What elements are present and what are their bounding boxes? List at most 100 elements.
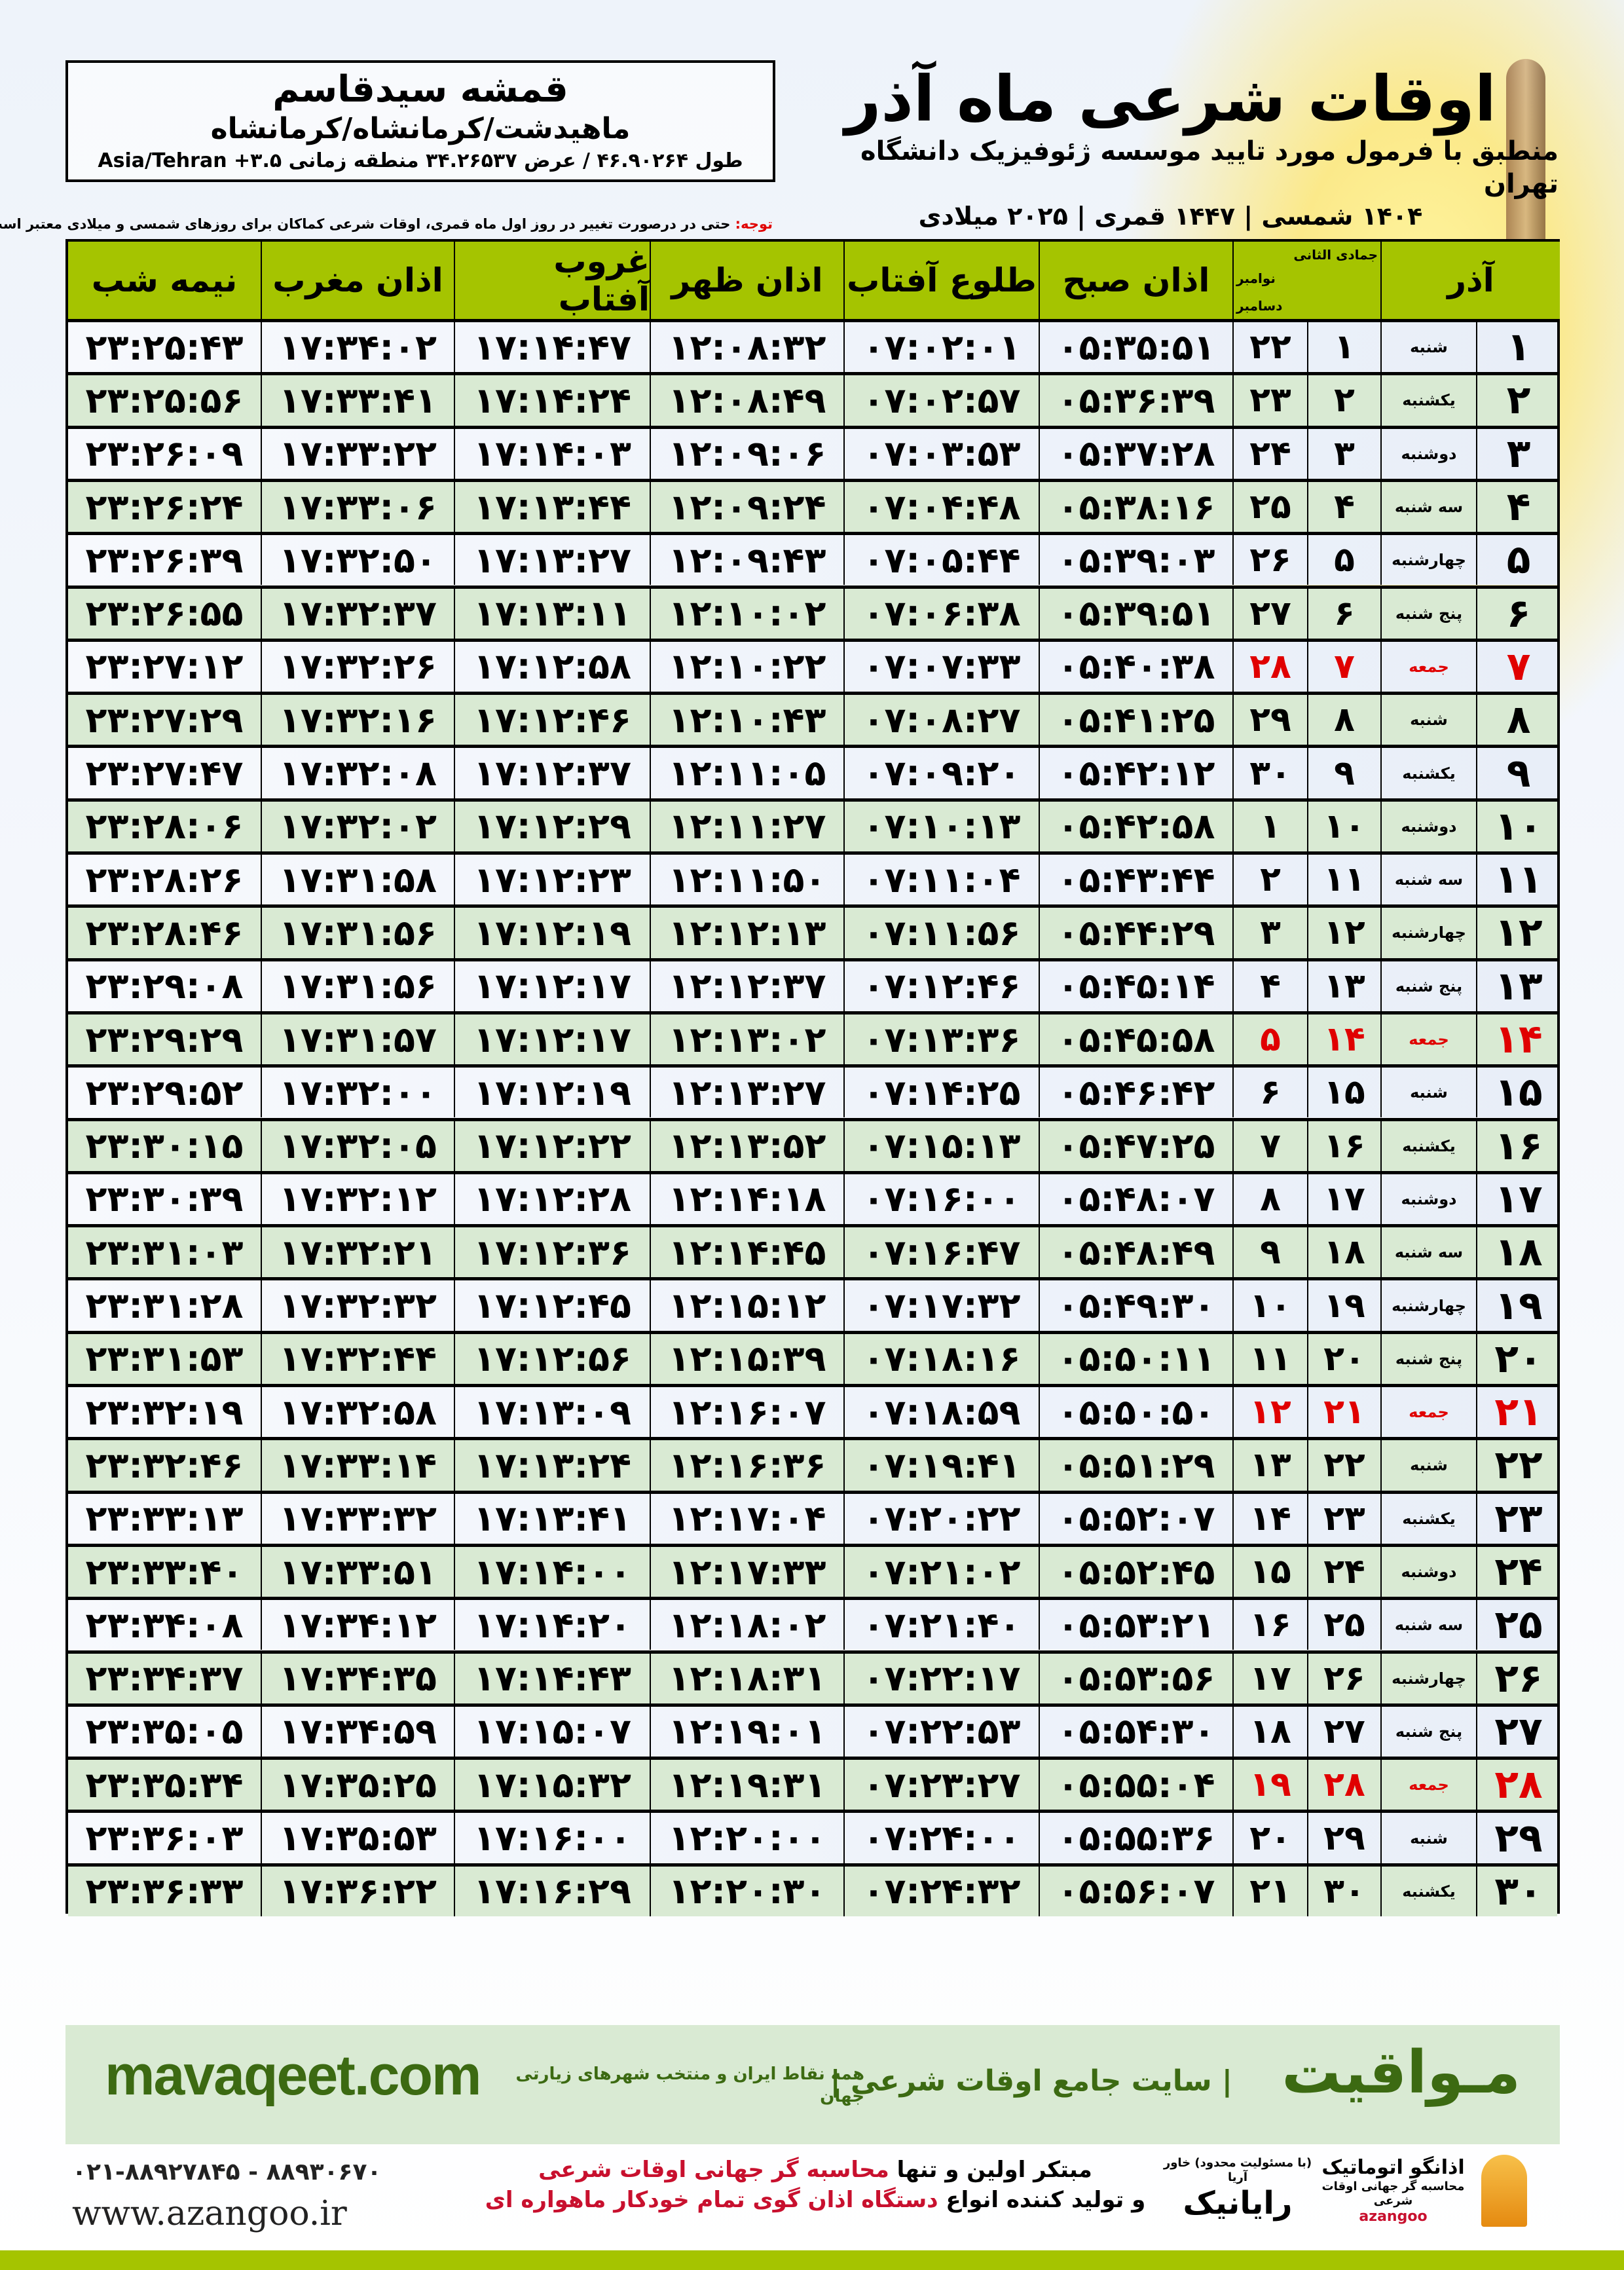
cell-hijri: ۳۰: [1308, 1866, 1382, 1916]
cell-hijri: ۱۷: [1308, 1174, 1382, 1225]
cell-greg: ۱: [1234, 801, 1308, 851]
cell-zohr: ۱۲:۲۰:۰۰: [651, 1813, 845, 1863]
cell-nime-shab: ۲۳:۲۹:۰۸: [68, 961, 262, 1011]
header-greg-nov: نوامبر: [1236, 270, 1276, 286]
cell-tolu: ۰۷:۱۲:۴۶: [845, 961, 1040, 1011]
cell-weekday: دوشنبه: [1382, 801, 1477, 851]
cell-day: ۳۰: [1494, 1868, 1543, 1914]
cell-greg: ۶: [1234, 1068, 1308, 1118]
cell-sobh: ۰۵:۵۵:۳۶: [1040, 1813, 1234, 1863]
cell-sobh: ۰۵:۴۷:۲۵: [1040, 1121, 1234, 1171]
cell-tolu: ۰۷:۲۴:۳۲: [845, 1866, 1040, 1916]
table-row: ۲۳:۲۸:۴۶ ۱۷:۳۱:۵۶ ۱۷:۱۲:۱۹ ۱۲:۱۲:۱۳ ۰۷:۱۱:۵۶…: [68, 904, 1557, 958]
cell-maghreb: ۱۷:۳۲:۲۱: [262, 1227, 455, 1278]
cell-weekday: دوشنبه: [1382, 428, 1477, 479]
cell-greg: ۲۸: [1234, 641, 1308, 692]
cell-ghorub: ۱۷:۱۲:۱۷: [455, 961, 651, 1011]
cell-ghorub: ۱۷:۱۲:۲۲: [455, 1121, 651, 1171]
cell-greg: ۱۴: [1234, 1493, 1308, 1544]
cell-nime-shab: ۲۳:۳۰:۳۹: [68, 1174, 262, 1225]
cell-day: ۱۳: [1494, 963, 1543, 1009]
location-path: ماهیدشت/کرمانشاه/کرمانشاه: [210, 112, 631, 145]
cell-greg: ۱۸: [1234, 1706, 1308, 1757]
table-row: ۲۳:۳۶:۰۳ ۱۷:۳۵:۵۳ ۱۷:۱۶:۰۰ ۱۲:۲۰:۰۰ ۰۷:۲۴:۰۰…: [68, 1810, 1557, 1863]
cell-hijri: ۲۹: [1308, 1813, 1382, 1863]
cell-day: ۱۵: [1494, 1070, 1543, 1116]
cell-maghreb: ۱۷:۳۲:۲۶: [262, 641, 455, 692]
promo-2b: دستگاه اذان گوی تمام خودکار ماهواره ای: [485, 2187, 938, 2213]
cell-nime-shab: ۲۳:۲۶:۳۹: [68, 535, 262, 586]
cell-ghorub: ۱۷:۱۴:۴۳: [455, 1653, 651, 1703]
cell-zohr: ۱۲:۱۳:۵۲: [651, 1121, 845, 1171]
cell-nime-shab: ۲۳:۳۱:۰۳: [68, 1227, 262, 1278]
cell-zohr: ۱۲:۰۹:۴۳: [651, 535, 845, 586]
cell-zohr: ۱۲:۱۶:۳۶: [651, 1440, 845, 1491]
site-link[interactable]: mavaqeet.com: [105, 2044, 482, 2107]
cell-zohr: ۱۲:۱۱:۰۵: [651, 748, 845, 798]
table-row: ۲۳:۳۳:۴۰ ۱۷:۳۳:۵۱ ۱۷:۱۴:۰۰ ۱۲:۱۷:۳۳ ۰۷:۲۱:۰۲…: [68, 1543, 1557, 1597]
cell-ghorub: ۱۷:۱۲:۲۸: [455, 1174, 651, 1225]
cell-zohr: ۱۲:۱۱:۲۷: [651, 801, 845, 851]
cell-hijri: ۱۳: [1308, 961, 1382, 1011]
cell-day: ۲۶: [1494, 1655, 1543, 1702]
cell-sobh: ۰۵:۴۶:۴۲: [1040, 1068, 1234, 1118]
cell-day: ۲۹: [1494, 1815, 1543, 1861]
cell-day: ۵: [1506, 537, 1531, 584]
cell-greg: ۱۵: [1234, 1546, 1308, 1597]
header-sobh: اذان صبح: [1040, 242, 1234, 319]
cell-maghreb: ۱۷:۳۴:۰۲: [262, 322, 455, 373]
cell-ghorub: ۱۷:۱۲:۳۶: [455, 1227, 651, 1278]
table-row: ۲۳:۲۷:۴۷ ۱۷:۳۲:۰۸ ۱۷:۱۲:۳۷ ۱۲:۱۱:۰۵ ۰۷:۰۹:۲۰…: [68, 745, 1557, 798]
cell-ghorub: ۱۷:۱۳:۴۱: [455, 1493, 651, 1544]
table-row: ۲۳:۲۶:۲۴ ۱۷:۳۳:۰۶ ۱۷:۱۳:۴۴ ۱۲:۰۹:۲۴ ۰۷:۰۴:۴۸…: [68, 478, 1557, 532]
banner-tagline-small: همه نقاط ایران و منتخب شهرهای زیارتی جها…: [515, 2064, 864, 2106]
table-row: ۲۳:۲۵:۵۶ ۱۷:۳۳:۴۱ ۱۷:۱۴:۲۴ ۱۲:۰۸:۴۹ ۰۷:۰۲:۵۷…: [68, 372, 1557, 426]
cell-sobh: ۰۵:۵۳:۲۱: [1040, 1600, 1234, 1650]
cell-tolu: ۰۷:۱۵:۱۳: [845, 1121, 1040, 1171]
phone-numbers: ۰۲۱-۸۸۹۲۷۸۴۵ - ۸۸۹۳۰۶۷۰: [72, 2159, 382, 2186]
cell-greg: ۲۰: [1234, 1813, 1308, 1863]
cell-day: ۲۱: [1494, 1389, 1543, 1436]
table-row: ۲۳:۲۹:۵۲ ۱۷:۳۲:۰۰ ۱۷:۱۲:۱۹ ۱۲:۱۳:۲۷ ۰۷:۱۴:۲۵…: [68, 1064, 1557, 1118]
cell-zohr: ۱۲:۱۰:۴۳: [651, 695, 845, 745]
cell-hijri: ۶: [1308, 588, 1382, 639]
cell-day: ۱۲: [1494, 910, 1543, 956]
promo-1a: مبتکر اولین و تنها: [889, 2157, 1092, 2183]
cell-greg: ۲: [1234, 855, 1308, 905]
cell-maghreb: ۱۷:۳۲:۳۲: [262, 1280, 455, 1331]
cell-maghreb: ۱۷:۳۲:۰۸: [262, 748, 455, 798]
cell-maghreb: ۱۷:۳۴:۵۹: [262, 1706, 455, 1757]
cell-sobh: ۰۵:۴۳:۴۴: [1040, 855, 1234, 905]
cell-nime-shab: ۲۳:۲۷:۱۲: [68, 641, 262, 692]
cell-zohr: ۱۲:۱۲:۱۳: [651, 908, 845, 958]
header-zohr: اذان ظهر: [651, 242, 845, 319]
cell-tolu: ۰۷:۲۰:۲۲: [845, 1493, 1040, 1544]
cell-maghreb: ۱۷:۳۲:۱۲: [262, 1174, 455, 1225]
cell-hijri: ۸: [1308, 695, 1382, 745]
table-row: ۲۳:۲۶:۰۹ ۱۷:۳۳:۲۲ ۱۷:۱۴:۰۳ ۱۲:۰۹:۰۶ ۰۷:۰۳:۵۳…: [68, 425, 1557, 479]
cell-sobh: ۰۵:۵۴:۳۰: [1040, 1706, 1234, 1757]
cell-sobh: ۰۵:۳۶:۳۹: [1040, 375, 1234, 426]
cell-day: ۳: [1506, 430, 1531, 477]
azangoo-logo: اذانگو اتوماتیک محاسبه گر جهانی اوقات شرع…: [1320, 2156, 1467, 2225]
azangoo-en: azangoo: [1359, 2208, 1428, 2225]
cell-zohr: ۱۲:۱۳:۰۲: [651, 1014, 845, 1065]
bottom-band: [0, 2250, 1624, 2270]
cell-nime-shab: ۲۳:۲۷:۴۷: [68, 748, 262, 798]
cell-weekday: چهارشنبه: [1382, 1280, 1477, 1331]
year-info: ۱۴۰۴ شمسی | ۱۴۴۷ قمری | ۲۰۲۵ میلادی: [918, 202, 1423, 231]
rayanik-name: رایانیک: [1183, 2185, 1293, 2222]
page-header: اوقات شرعی ماه آذر منطبق با فرمول مورد ت…: [783, 63, 1559, 232]
cell-day: ۱۷: [1494, 1176, 1543, 1222]
azangoo-website[interactable]: www.azangoo.ir: [72, 2194, 347, 2233]
promo-text: مبتکر اولین و تنها محاسبه گر جهانی اوقات…: [485, 2155, 1146, 2215]
location-name: قمشه سیدقاسم: [272, 68, 568, 111]
header-tolu: طلوع آفتاب: [845, 242, 1040, 319]
cell-day: ۱۶: [1494, 1123, 1543, 1169]
cell-maghreb: ۱۷:۳۲:۴۴: [262, 1333, 455, 1384]
table-row: ۲۳:۳۱:۰۳ ۱۷:۳۲:۲۱ ۱۷:۱۲:۳۶ ۱۲:۱۴:۴۵ ۰۷:۱۶:۴۷…: [68, 1224, 1557, 1278]
table-row: ۲۳:۲۶:۳۹ ۱۷:۳۲:۵۰ ۱۷:۱۳:۲۷ ۱۲:۰۹:۴۳ ۰۷:۰۵:۴۴…: [68, 532, 1557, 586]
cell-tolu: ۰۷:۰۷:۳۳: [845, 641, 1040, 692]
cell-maghreb: ۱۷:۳۳:۲۲: [262, 428, 455, 479]
cell-nime-shab: ۲۳:۲۵:۴۳: [68, 322, 262, 373]
